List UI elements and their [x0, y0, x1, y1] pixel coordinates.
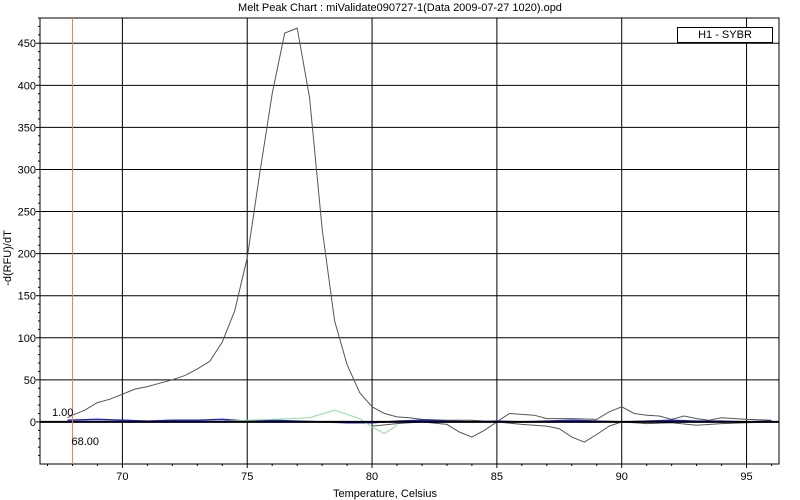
x-tick-label: 75 [241, 471, 253, 483]
marker-y-value: 1.00 [52, 406, 74, 419]
x-tick-label: 85 [491, 471, 503, 483]
x-tick-label: 95 [740, 471, 752, 483]
series-line-2 [372, 421, 772, 443]
y-tick-label: 0 [30, 417, 36, 429]
y-tick-label: 450 [18, 38, 36, 50]
y-tick-label: 100 [18, 333, 36, 345]
y-tick-label: 50 [24, 375, 36, 387]
y-tick-label: 150 [18, 291, 36, 303]
y-tick-label: 250 [18, 207, 36, 219]
x-tick-label: 70 [116, 471, 128, 483]
series-line-4 [222, 409, 398, 435]
x-tick-label: 90 [616, 471, 628, 483]
chart-title: Melt Peak Chart : miValidate090727-1(Dat… [238, 2, 562, 14]
y-axis-ticks: 0 50 100 150 200 250 300 350 400 450 [18, 17, 40, 457]
x-axis-label: Temperature, Celsius [333, 488, 437, 500]
y-tick-label: 200 [18, 249, 36, 261]
series-line-h1-sybr [67, 27, 772, 423]
y-tick-label: 300 [18, 164, 36, 176]
x-tick-label: 80 [366, 471, 378, 483]
gridlines [40, 18, 779, 464]
legend-entry-h1-sybr: H1 - SYBR [698, 29, 752, 41]
marker-x-value: 68.00 [71, 435, 99, 448]
y-tick-label: 400 [18, 80, 36, 92]
legend: H1 - SYBR [677, 27, 773, 43]
series-line-3 [67, 418, 772, 424]
series-layer [67, 27, 772, 443]
y-tick-label: 350 [18, 122, 36, 134]
y-axis-label: -d(RFU)/dT [2, 230, 14, 286]
x-axis-ticks: 70 75 80 85 90 95 [46, 464, 773, 483]
plot-area [39, 17, 780, 465]
